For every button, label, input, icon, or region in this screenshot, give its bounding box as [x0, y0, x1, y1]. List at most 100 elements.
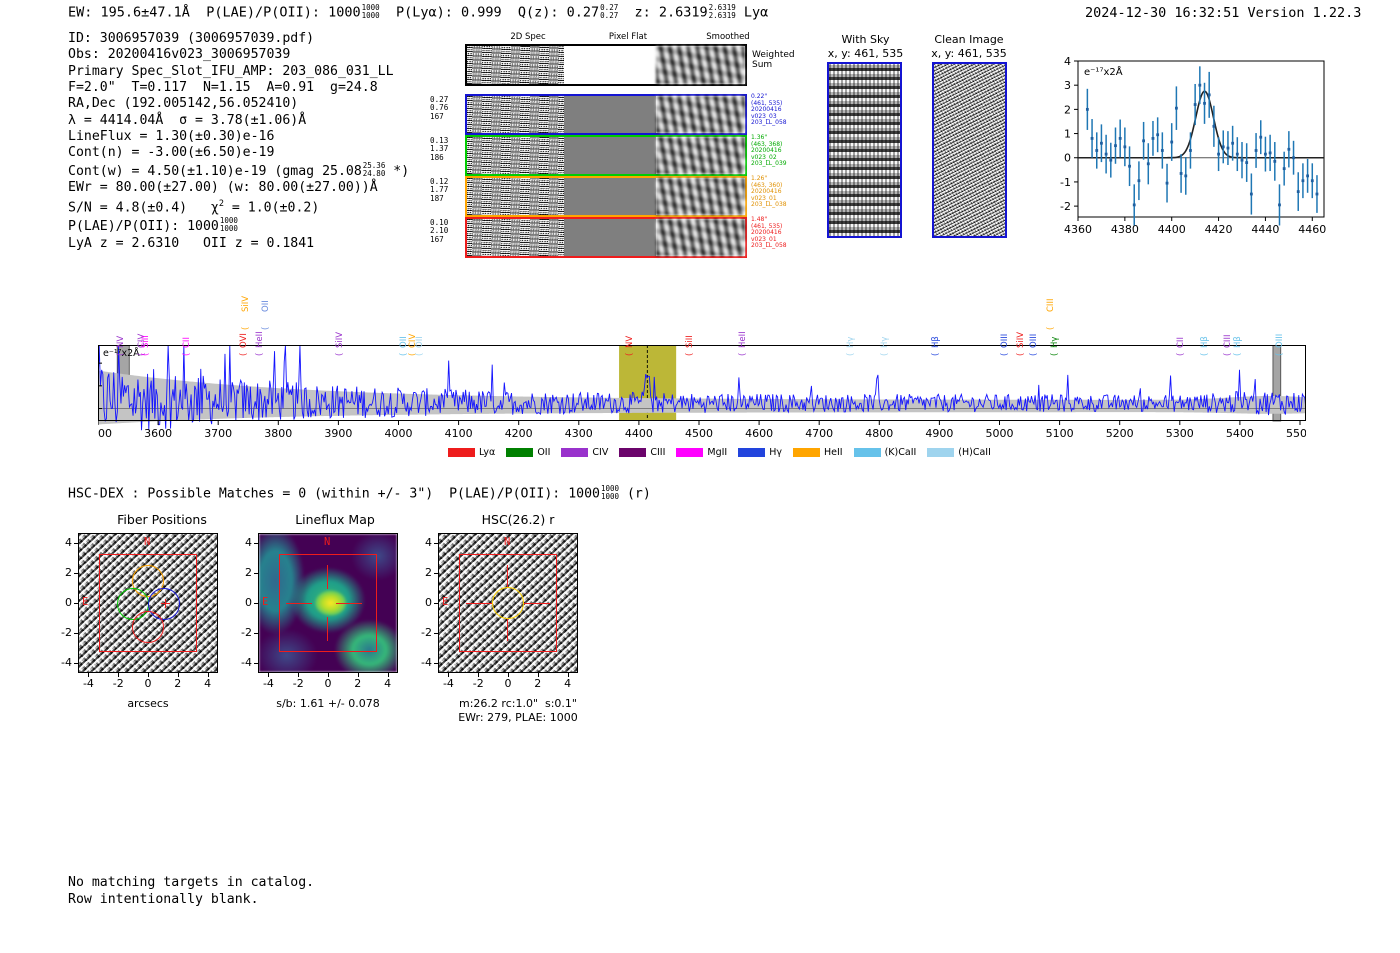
legend-item: (K)CaII — [853, 447, 917, 458]
line-marker-brace: ( — [1050, 352, 1061, 356]
header-qz-range: 0.27 0.27 — [600, 3, 619, 20]
panel-ytick: 0 — [65, 596, 72, 609]
info-seeing: F=2.0" T=0.117 N=1.15 A=0.91 g=24.8 — [68, 80, 378, 96]
line-marker-brace: ( — [260, 326, 271, 330]
fiber-circle-red — [132, 611, 164, 643]
info-cont-w: Cont(w) = 4.50(±1.10)e-19 (gmag 25.0825.… — [68, 160, 410, 179]
legend-swatch — [927, 448, 955, 457]
panel-ytick: 0 — [245, 596, 252, 609]
compass-n-fiber: N — [144, 536, 151, 548]
cutout-col-title-smoothed: Smoothed — [706, 32, 750, 42]
header-z-type: Lyα — [743, 4, 769, 21]
svg-text:0: 0 — [1064, 152, 1071, 165]
lineflux-map-image — [258, 533, 398, 673]
legend-label: Hγ — [769, 447, 782, 458]
caption-hsc-r: m:26.2 rc:1.0" s:0.1" EWr: 279, PLAE: 10… — [458, 697, 578, 724]
header-plae-range: 1000 1000 — [361, 3, 380, 20]
header-z: z: 2.6319 — [634, 4, 708, 21]
hsc-crosshair — [507, 619, 509, 641]
line-marker-siii: SiII — [684, 335, 695, 348]
line-marker-ciii: CIII — [1045, 298, 1056, 312]
panel-ytick-mark — [254, 662, 258, 664]
svg-text:5200: 5200 — [1106, 427, 1134, 440]
header-summary: EW: 195.6±47.1Å P(LAE)/P(OII): 10001000 1… — [68, 4, 768, 21]
svg-text:3600: 3600 — [144, 427, 172, 440]
cutout-row — [465, 94, 747, 135]
panel-ytick: -4 — [241, 655, 252, 669]
lineflux-crosshair — [327, 617, 329, 641]
panel-xtick-mark — [387, 673, 389, 677]
legend-item: Hγ — [738, 447, 782, 458]
hsc-crosshair — [507, 565, 509, 587]
line-marker-ciii: CIII — [1223, 334, 1234, 348]
panel-xtick-mark — [148, 673, 149, 677]
line-marker-brace: ( — [414, 352, 425, 356]
with-sky-title: With Sky — [841, 33, 890, 46]
panel-ytick: 4 — [245, 536, 252, 550]
panel-xtick: 2 — [174, 677, 182, 690]
line-marker-heii: HeII — [254, 331, 265, 348]
panel-xtick: 2 — [354, 677, 362, 690]
line-marker-brace: ( — [931, 352, 942, 356]
line-marker-siiv: SiIV — [334, 331, 345, 348]
line-marker-heii: HeII — [738, 331, 749, 348]
panel-ytick-mark — [74, 662, 78, 664]
legend-label: CIV — [592, 447, 609, 458]
panel-xtick-mark — [537, 673, 539, 677]
panel-xtick-mark — [118, 673, 120, 677]
svg-text:5300: 5300 — [1166, 427, 1194, 440]
legend-item: HeII — [793, 447, 843, 458]
cutout-col-title-2dspec: 2D Spec — [510, 32, 546, 42]
legend-label: MgII — [707, 447, 728, 458]
panel-xtick-mark — [448, 673, 450, 677]
line-marker-oii: OII — [260, 300, 271, 312]
line-marker-brace: ( — [240, 326, 251, 330]
line-marker-brace: ( — [1223, 352, 1234, 356]
line-fit-plot: 4360 4380 4400 4420 4440 4460 -2 -1 0 1 2 3 4 e⁻¹⁷x2… — [1040, 55, 1330, 249]
legend-swatch — [561, 448, 589, 457]
panel-ytick: -2 — [241, 625, 252, 639]
legend-swatch — [506, 448, 534, 457]
caption-lineflux-map: s/b: 1.61 +/- 0.078 — [276, 697, 380, 710]
legend-label: HeII — [824, 447, 843, 458]
panel-xtick: 0 — [144, 677, 152, 690]
cutout-row — [465, 217, 747, 258]
legend-label: CIII — [650, 447, 666, 458]
svg-text:3800: 3800 — [264, 427, 292, 440]
clean-image — [932, 62, 1007, 238]
info-redshifts: LyA z = 2.6310 OII z = 0.1841 — [68, 235, 315, 251]
panel-ytick: 4 — [425, 536, 432, 550]
svg-text:4380: 4380 — [1111, 223, 1139, 236]
panel-xtick: -4 — [82, 677, 94, 690]
line-marker-brace: ( — [115, 352, 126, 356]
svg-text:4440: 4440 — [1251, 223, 1279, 236]
line-marker-brace: ( — [181, 352, 192, 356]
line-marker-nv: NV — [115, 335, 126, 348]
panel-ytick-mark — [74, 543, 78, 545]
panel-xtick: 2 — [534, 677, 542, 690]
cutout-row-left-values: 0.12 1.77 187 — [430, 177, 449, 203]
line-marker-oiii: OIII — [1029, 333, 1040, 348]
panel-ytick-mark — [434, 632, 438, 634]
legend-item: Lyα — [448, 447, 495, 458]
svg-text:4300: 4300 — [565, 427, 593, 440]
legend-item: MgII — [676, 447, 727, 458]
line-marker-cii: CII — [181, 337, 192, 348]
compass-e-fiber: E — [82, 596, 89, 608]
legend-label: (K)CaII — [884, 447, 917, 458]
line-marker-oiii: OIII — [1275, 333, 1286, 348]
fiber-positions-ifu-box — [99, 554, 197, 652]
line-marker-cii: CII — [1176, 337, 1187, 348]
legend-swatch — [793, 448, 820, 457]
svg-text:4500: 4500 — [685, 427, 713, 440]
svg-text:1: 1 — [1064, 128, 1071, 141]
svg-text:4360: 4360 — [1064, 223, 1092, 236]
panel-ytick: -4 — [421, 655, 432, 669]
weighted-sum-label: Weighted Sum — [752, 50, 795, 70]
info-id: ID: 3006957039 (3006957039.pdf) — [68, 31, 315, 46]
legend-item: CIII — [619, 447, 665, 458]
svg-text:5400: 5400 — [1226, 427, 1254, 440]
cutout-row-left-values: 0.10 2.10 167 — [430, 218, 449, 244]
panel-xtick: 0 — [324, 677, 332, 690]
svg-text:4: 4 — [1064, 55, 1071, 68]
